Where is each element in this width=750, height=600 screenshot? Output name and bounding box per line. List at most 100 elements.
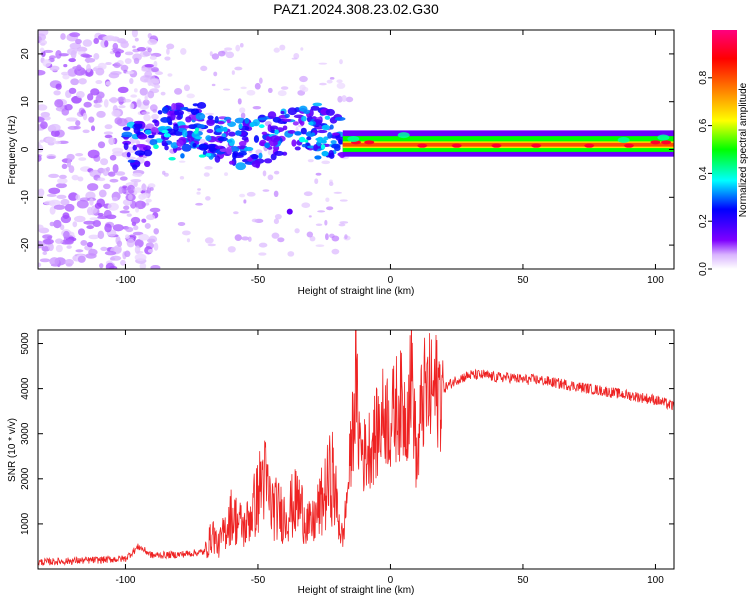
tone-peak xyxy=(623,143,634,148)
noise-blob xyxy=(142,99,150,106)
signal-blob xyxy=(310,105,320,111)
signal-blob xyxy=(287,130,296,134)
noise-blob xyxy=(63,64,68,68)
x-tick-label: 100 xyxy=(647,575,664,586)
noise-blob xyxy=(326,79,333,84)
noise-blob xyxy=(294,228,300,234)
noise-blob xyxy=(38,69,46,76)
noise-blob xyxy=(162,170,166,175)
signal-blob xyxy=(176,115,182,120)
signal-blob xyxy=(329,124,334,130)
noise-blob xyxy=(99,263,104,269)
noise-blob xyxy=(98,189,107,198)
noise-blob xyxy=(317,210,326,213)
noise-blob xyxy=(141,218,147,223)
signal-blob xyxy=(282,118,292,122)
signal-blob xyxy=(273,150,284,156)
noise-blob xyxy=(130,179,142,183)
noise-blob xyxy=(109,178,119,183)
x-tick-label: 100 xyxy=(647,275,664,286)
noise-blob xyxy=(258,242,268,248)
noise-blob xyxy=(111,109,121,117)
noise-blob xyxy=(38,188,45,197)
noise-blob xyxy=(60,198,70,206)
signal-blob xyxy=(267,111,277,119)
noise-blob xyxy=(279,44,286,51)
noise-blob xyxy=(70,78,80,86)
signal-blob xyxy=(174,109,185,116)
noise-blob xyxy=(151,113,159,120)
signal-blob xyxy=(133,120,144,124)
noise-blob xyxy=(66,153,75,161)
noise-blob xyxy=(58,174,67,179)
noise-blob xyxy=(82,39,93,47)
noise-blob xyxy=(133,88,138,93)
noise-blob xyxy=(120,64,129,72)
noise-blob xyxy=(160,91,166,96)
noise-blob xyxy=(41,50,46,57)
noise-blob xyxy=(144,71,153,78)
noise-blob xyxy=(147,249,154,253)
signal-blob xyxy=(294,131,302,136)
noise-blob xyxy=(267,174,274,181)
signal-blob xyxy=(244,117,250,124)
snr-series-line xyxy=(38,330,674,566)
noise-blob xyxy=(112,42,119,50)
noise-blob xyxy=(139,262,147,269)
noise-blob xyxy=(197,188,201,191)
noise-blob xyxy=(133,225,139,231)
signal-blob xyxy=(205,135,212,141)
signal-blob xyxy=(137,134,148,140)
signal-blob xyxy=(299,120,305,126)
noise-blob xyxy=(273,190,279,198)
noise-blob xyxy=(64,203,75,212)
noise-blob xyxy=(141,111,150,115)
noise-blob xyxy=(77,255,86,263)
noise-blob xyxy=(183,84,191,92)
noise-blob xyxy=(209,51,213,57)
x-tick-label: -100 xyxy=(115,575,135,586)
noise-blob xyxy=(234,66,243,71)
noise-blob xyxy=(97,177,106,182)
snr-y-label: SNR (10 * v/v) xyxy=(7,418,18,482)
snr-panel: -100 -50 0 50 100 1000 2000 3000 4000 5000 Heigh… xyxy=(7,329,675,596)
noise-blob xyxy=(49,123,61,132)
noise-blob xyxy=(108,137,115,146)
signal-blob xyxy=(121,131,133,138)
noise-blob xyxy=(88,234,100,240)
signal-blob xyxy=(195,112,206,121)
y-tick-label: 3000 xyxy=(20,422,31,445)
noise-blob xyxy=(58,53,69,57)
noise-blob xyxy=(130,94,138,98)
tone-peak xyxy=(397,132,410,139)
signal-blob xyxy=(151,126,159,133)
noise-blob xyxy=(68,165,75,174)
signal-blob xyxy=(144,160,151,168)
noise-blob xyxy=(195,202,204,206)
tone-peak xyxy=(347,135,360,142)
noise-blob xyxy=(138,233,150,241)
signal-blob xyxy=(235,130,242,136)
noise-blob xyxy=(122,185,128,189)
noise-blob xyxy=(205,112,215,116)
noise-blob xyxy=(53,204,66,210)
noise-blob xyxy=(223,88,231,91)
noise-blob xyxy=(107,171,116,177)
noise-blob xyxy=(167,73,173,77)
noise-blob xyxy=(80,240,88,246)
noise-blob xyxy=(241,236,250,241)
noise-blob xyxy=(235,44,241,52)
noise-blob xyxy=(124,58,132,64)
noise-blob xyxy=(224,172,229,177)
noise-blob xyxy=(125,70,135,75)
noise-blob xyxy=(39,139,45,143)
noise-blob xyxy=(309,236,316,242)
noise-blob xyxy=(86,241,94,248)
noise-blob xyxy=(196,191,201,195)
signal-blob xyxy=(270,135,281,143)
noise-blob xyxy=(133,180,138,188)
noise-blob xyxy=(55,244,63,253)
noise-blob xyxy=(97,212,104,217)
x-tick-label: 0 xyxy=(388,575,394,586)
noise-blob xyxy=(300,47,304,51)
